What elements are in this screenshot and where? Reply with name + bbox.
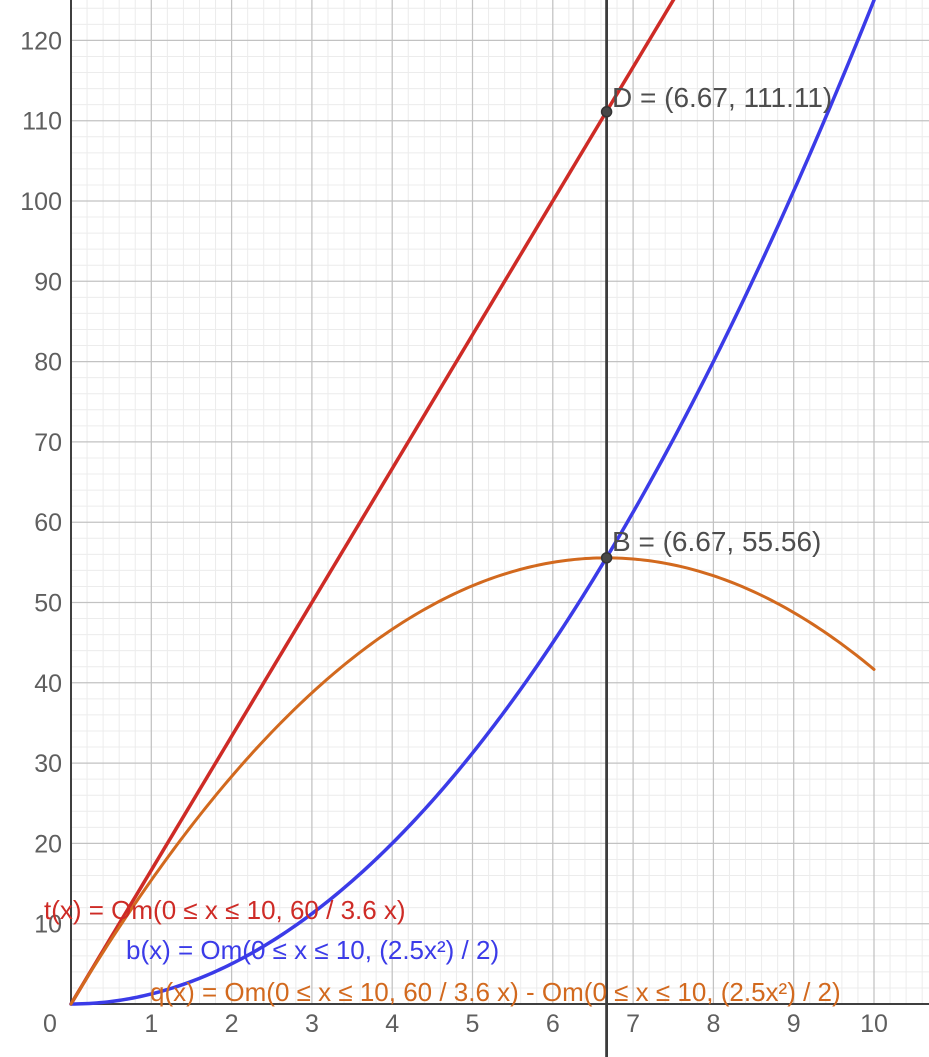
x-tick-label: 4	[385, 1010, 399, 1038]
y-tick-label: 20	[34, 830, 62, 858]
function-label-b[interactable]: b(x) = Om(0 ≤ x ≤ 10, (2.5x²) / 2)	[126, 935, 500, 965]
x-tick-label: 7	[626, 1010, 640, 1038]
x-tick-label: 6	[546, 1010, 560, 1038]
y-tick-label: 10	[34, 911, 62, 939]
curve-q[interactable]	[69, 556, 876, 1006]
x-tick-label: 0	[43, 1010, 57, 1038]
function-label-t[interactable]: t(x) = Om(0 ≤ x ≤ 10, 60 / 3.6 x)	[44, 895, 406, 925]
x-tick-label: 9	[787, 1010, 801, 1038]
y-tick-label: 60	[34, 509, 62, 537]
point-label-D[interactable]: D = (6.67, 111.11)	[612, 82, 833, 113]
x-tick-label: 8	[706, 1010, 720, 1038]
point-B[interactable]	[600, 552, 613, 564]
y-tick-label: 40	[34, 670, 62, 698]
curve-b[interactable]	[69, 0, 876, 1006]
x-tick-label: 5	[466, 1010, 480, 1038]
y-tick-label: 120	[20, 27, 62, 55]
y-tick-label: 80	[34, 349, 62, 377]
y-tick-label: 70	[34, 429, 62, 457]
x-tick-label: 1	[144, 1010, 158, 1038]
x-tick-label: 3	[305, 1010, 319, 1038]
point-D[interactable]	[600, 106, 613, 118]
curve-t[interactable]	[69, 0, 874, 1006]
y-tick-label: 110	[22, 108, 62, 136]
y-tick-label: 30	[34, 750, 62, 778]
y-tick-label: 100	[20, 188, 62, 216]
point-label-B[interactable]: B = (6.67, 55.56)	[612, 526, 822, 557]
y-tick-label: 90	[34, 268, 62, 296]
x-tick-label: 10	[860, 1010, 888, 1038]
y-tick-label: 50	[34, 590, 62, 618]
function-label-q[interactable]: q(x) = Om(0 ≤ x ≤ 10, 60 / 3.6 x) - Om(0…	[150, 977, 841, 1007]
x-tick-label: 2	[225, 1010, 239, 1038]
